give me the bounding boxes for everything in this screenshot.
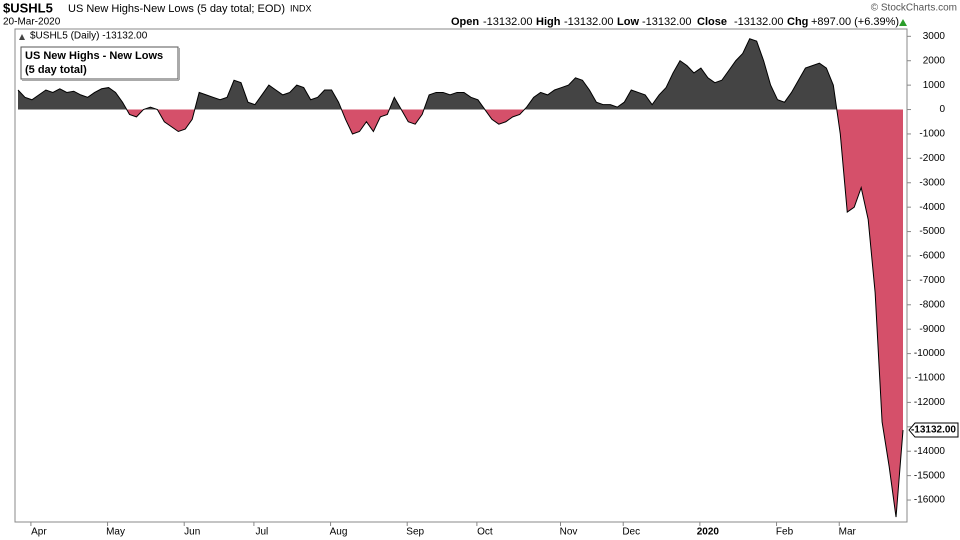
x-tick-label: Dec — [622, 527, 640, 538]
legend-icon — [19, 34, 25, 40]
area-positive — [18, 38, 837, 110]
open-label: Open — [451, 16, 479, 28]
chg-label: Chg — [787, 16, 808, 28]
y-tick-label: 1000 — [923, 80, 946, 91]
y-tick-label: 0 — [939, 104, 945, 115]
x-tick-label: Aug — [330, 527, 348, 538]
y-tick-label: -4000 — [919, 202, 945, 213]
y-tick-label: -11000 — [915, 373, 946, 384]
y-tick-label: -16000 — [914, 495, 946, 506]
x-tick-label: Feb — [776, 527, 794, 538]
close: -13132.00 — [734, 16, 784, 28]
y-tick-label: -2000 — [919, 153, 945, 164]
x-tick-label: Apr — [31, 527, 47, 538]
up-arrow — [899, 19, 907, 26]
legend-line: $USHL5 (Daily) -13132.00 — [30, 31, 148, 42]
last-value: -13132.00 — [911, 425, 956, 436]
x-tick-label: 2020 — [697, 527, 720, 538]
y-tick-label: -6000 — [919, 251, 945, 262]
y-tick-label: 3000 — [923, 31, 946, 42]
symbol: $USHL5 — [3, 0, 53, 15]
x-tick-label: Sep — [406, 527, 424, 538]
high: -13132.00 — [564, 16, 614, 28]
exchange: INDX — [290, 3, 312, 13]
x-tick-label: Nov — [560, 527, 578, 538]
y-tick-label: -15000 — [914, 470, 946, 481]
series-name: US New Highs-New Lows (5 day total; EOD) — [68, 3, 285, 15]
last-value-tag — [908, 422, 959, 438]
x-tick-label: Oct — [477, 527, 493, 538]
low: -13132.00 — [642, 16, 692, 28]
y-tick-label: -9000 — [919, 324, 945, 335]
y-tick-label: -7000 — [919, 275, 945, 286]
y-tick-label: -8000 — [919, 299, 945, 310]
credit: © StockCharts.com — [871, 3, 957, 14]
x-tick-label: Jun — [184, 527, 200, 538]
high-label: High — [536, 16, 561, 28]
y-tick-label: -3000 — [919, 177, 945, 188]
header: $USHL5 US New Highs-New Lows (5 day tota… — [3, 0, 957, 27]
x-tick-label: Jul — [255, 527, 268, 538]
low-label: Low — [617, 16, 639, 28]
legend-text: US New Highs - New Lows — [25, 50, 163, 62]
chg: +897.00 (+6.39%) — [811, 16, 899, 28]
line — [17, 38, 904, 518]
area-negative — [18, 109, 903, 518]
y-tick-label: 2000 — [923, 55, 946, 66]
y-tick-label: -5000 — [919, 226, 945, 237]
y-tick-label: -12000 — [914, 397, 946, 408]
y-tick-label: -10000 — [914, 348, 946, 359]
plot-frame — [14, 28, 908, 523]
open: -13132.00 — [483, 16, 533, 28]
x-tick-label: May — [106, 527, 125, 538]
close-label: Close — [697, 16, 727, 28]
y-tick-label: -14000 — [914, 446, 946, 457]
x-tick-label: Mar — [839, 527, 857, 538]
y-tick-label: -1000 — [919, 129, 945, 140]
legend-text: (5 day total) — [25, 64, 87, 76]
date: 20-Mar-2020 — [3, 17, 61, 28]
